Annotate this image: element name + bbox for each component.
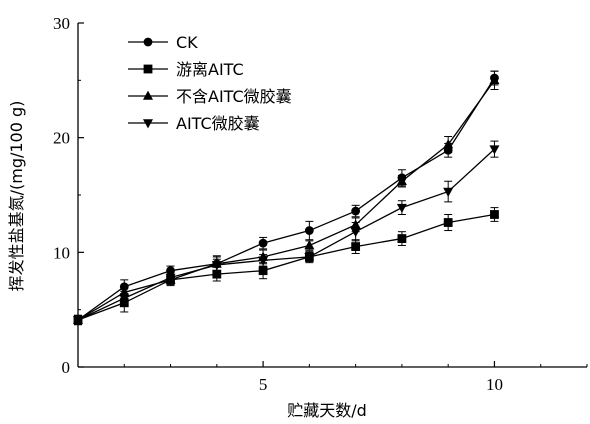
legend-item-2: 游离AITC [128, 60, 244, 79]
data-point [304, 226, 314, 235]
data-point [443, 139, 454, 149]
axes: 0 10 20 30 5 10 [53, 14, 588, 394]
data-point [351, 206, 361, 216]
data-point [119, 294, 130, 304]
data-point [489, 145, 500, 155]
legend-marker [143, 37, 153, 47]
data-point [165, 273, 176, 283]
data-point [166, 266, 175, 276]
data-point [211, 261, 222, 271]
data-point [258, 238, 268, 248]
legend-marker [143, 64, 153, 74]
legend-item-3: 不含AITC微胶囊 [128, 87, 292, 106]
legend-label: 不含AITC微胶囊 [176, 87, 292, 106]
legend-label: AITC微胶囊 [176, 114, 260, 133]
legend-label: CK [176, 33, 198, 52]
series-4 [73, 140, 500, 326]
data-point [397, 234, 407, 243]
series-3 [73, 70, 500, 326]
series-line [77, 148, 495, 321]
data-point [304, 253, 315, 263]
legend-marker [143, 90, 153, 100]
data-point [489, 74, 500, 85]
data-point [396, 175, 407, 186]
legend-marker [143, 119, 153, 129]
legend-label: 游离AITC [176, 60, 244, 79]
x-tick-label: 10 [486, 375, 503, 394]
series-2 [73, 207, 499, 326]
data-point [443, 218, 453, 227]
series-line [77, 213, 495, 321]
series-line [77, 79, 495, 321]
y-tick-label: 30 [53, 14, 70, 33]
legend-item-1: CK [128, 33, 198, 52]
y-axis-title: 挥发性盐基氮/(mg/100 g) [7, 101, 26, 292]
x-axis-title: 贮藏天数/d [287, 401, 367, 420]
data-point [258, 266, 268, 276]
series-line [77, 77, 496, 321]
data-point [490, 210, 499, 219]
y-tick-label: 0 [62, 358, 71, 377]
y-tick-label: 10 [53, 243, 70, 262]
x-tick-label: 5 [259, 375, 268, 394]
plot-area [73, 70, 500, 326]
series-1 [73, 70, 499, 326]
data-point [351, 242, 361, 251]
data-point [258, 256, 269, 266]
legend-item-4: AITC微胶囊 [128, 114, 260, 133]
data-point [304, 240, 315, 250]
data-point [350, 227, 361, 238]
y-tick-label: 20 [53, 129, 70, 148]
data-point [396, 203, 407, 214]
legend: CK 游离AITC 不含AITC微胶囊 AITC微胶囊 [128, 33, 292, 133]
data-point [443, 187, 454, 197]
data-point [73, 316, 83, 326]
data-point [212, 269, 222, 279]
